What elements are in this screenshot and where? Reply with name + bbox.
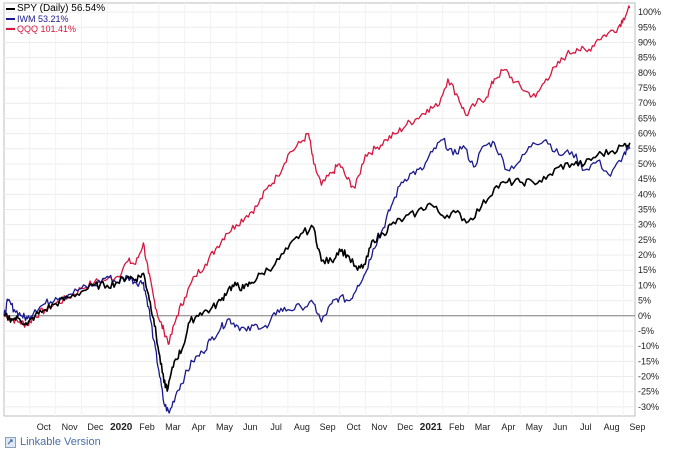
x-tick-label: Jul [270, 422, 282, 432]
y-tick-label: 65% [638, 113, 656, 123]
x-tick-label: 2021 [420, 422, 443, 433]
y-tick-label: -15% [638, 356, 659, 366]
y-tick-label: -25% [638, 387, 659, 397]
x-tick-label: Dec [397, 422, 414, 432]
legend-swatch-spy [6, 7, 15, 10]
y-tick-label: 15% [638, 265, 656, 275]
y-tick-label: 80% [638, 68, 656, 78]
y-tick-label: 60% [638, 129, 656, 139]
x-tick-label: Nov [371, 422, 388, 432]
y-tick-label: 85% [638, 53, 656, 63]
y-tick-label: 40% [638, 189, 656, 199]
y-tick-label: 55% [638, 144, 656, 154]
series-line-qqq [3, 5, 631, 345]
y-tick-label: 70% [638, 98, 656, 108]
x-tick-label: May [526, 422, 544, 432]
legend: SPY (Daily) 56.54% IWM 53.21% QQQ 101.41… [6, 3, 105, 34]
series-line-iwm [3, 137, 631, 414]
x-tick-label: Dec [87, 422, 104, 432]
y-tick-label: 50% [638, 159, 656, 169]
x-gridlines [29, 3, 624, 416]
x-tick-label: Oct [346, 422, 361, 432]
y-tick-label: 25% [638, 235, 656, 245]
legend-swatch-qqq [6, 28, 15, 30]
x-tick-label: Apr [192, 422, 206, 432]
y-tick-label: 95% [638, 22, 656, 32]
y-tick-label: 75% [638, 83, 656, 93]
x-tick-label: Jun [243, 422, 258, 432]
y-tick-label: 100% [638, 7, 661, 17]
x-tick-label: Feb [139, 422, 155, 432]
x-tick-label: Nov [62, 422, 79, 432]
x-tick-label: Feb [449, 422, 465, 432]
x-tick-label: Mar [165, 422, 181, 432]
x-tick-label: Jul [580, 422, 592, 432]
legend-item-iwm: IWM 53.21% [6, 14, 105, 24]
y-tick-label: 30% [638, 220, 656, 230]
x-tick-label: Sep [320, 422, 336, 432]
y-tick-label: -30% [638, 402, 659, 412]
x-tick-label: Apr [501, 422, 515, 432]
legend-label-iwm: IWM 53.21% [17, 14, 69, 24]
y-tick-label: 20% [638, 250, 656, 260]
y-axis-tick-labels: 100% 95% 90% 85% 80% 75% 70% 65% 60% 55% 50% 45% 40%… [638, 7, 661, 412]
y-tick-label: -5% [638, 326, 654, 336]
y-tick-label: -10% [638, 341, 659, 351]
legend-item-qqq: QQQ 101.41% [6, 24, 105, 34]
x-tick-label: Jun [553, 422, 568, 432]
x-axis-tick-labels: Oct Nov Dec 2020 Feb Mar Apr May Jun Jul Aug Sep Oct… [37, 422, 646, 433]
x-tick-label: May [216, 422, 234, 432]
linkable-version-link[interactable]: Linkable Version [5, 436, 101, 448]
linkable-version-label: Linkable Version [20, 436, 101, 448]
y-tick-label: 10% [638, 280, 656, 290]
series-layer [3, 5, 631, 414]
y-tick-label: 45% [638, 174, 656, 184]
legend-label-qqq: QQQ 101.41% [17, 24, 77, 34]
x-tick-label: Aug [604, 422, 620, 432]
y-tick-label: 35% [638, 205, 656, 215]
x-tick-label: 2020 [110, 422, 133, 433]
y-tick-label: 0% [638, 311, 651, 321]
x-tick-label: Aug [294, 422, 310, 432]
x-tick-label: Sep [629, 422, 645, 432]
x-tick-label: Mar [475, 422, 491, 432]
legend-label-spy: SPY (Daily) 56.54% [17, 3, 106, 14]
legend-swatch-iwm [6, 18, 15, 20]
y-tick-label: 90% [638, 37, 656, 47]
link-icon [5, 436, 16, 448]
legend-item-spy: SPY (Daily) 56.54% [6, 3, 105, 14]
x-tick-label: Oct [37, 422, 52, 432]
y-tick-label: -20% [638, 372, 659, 382]
series-line-spy [3, 142, 631, 392]
y-tick-label: 5% [638, 296, 651, 306]
